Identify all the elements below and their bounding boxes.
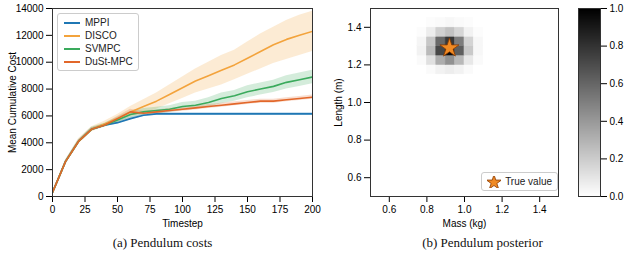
svg-text:1.0: 1.0 xyxy=(610,3,624,14)
svg-text:200: 200 xyxy=(304,204,321,215)
svg-text:Timestep: Timestep xyxy=(162,218,203,229)
svg-text:14000: 14000 xyxy=(16,3,44,14)
svg-text:1.0: 1.0 xyxy=(458,204,472,215)
svg-text:0.8: 0.8 xyxy=(610,40,624,51)
svg-text:150: 150 xyxy=(239,204,256,215)
html-text:(a) Pendulum costs: (a) Pendulum costs xyxy=(112,235,213,250)
html-text:True value: True value xyxy=(505,176,552,187)
svg-text:1.2: 1.2 xyxy=(495,204,509,215)
svg-text:125: 125 xyxy=(207,204,224,215)
svg-text:Mass (kg): Mass (kg) xyxy=(443,218,487,229)
svg-text:0.6: 0.6 xyxy=(610,78,624,89)
svg-text:4000: 4000 xyxy=(21,137,44,148)
html-text:SVMPC: SVMPC xyxy=(85,43,121,54)
svg-text:6000: 6000 xyxy=(21,110,44,121)
svg-text:0: 0 xyxy=(50,204,56,215)
html-text:MPPI: MPPI xyxy=(85,17,110,28)
svg-text:10000: 10000 xyxy=(16,56,44,67)
svg-text:12000: 12000 xyxy=(16,30,44,41)
svg-text:75: 75 xyxy=(144,204,156,215)
svg-text:175: 175 xyxy=(272,204,289,215)
svg-text:0.2: 0.2 xyxy=(610,153,624,164)
svg-text:0.6: 0.6 xyxy=(382,204,396,215)
svg-text:0.4: 0.4 xyxy=(610,116,624,127)
html-text:DISCO: DISCO xyxy=(85,30,117,41)
svg-text:0.8: 0.8 xyxy=(348,134,362,145)
svg-text:0.8: 0.8 xyxy=(420,204,434,215)
svg-text:100: 100 xyxy=(174,204,191,215)
svg-text:25: 25 xyxy=(79,204,91,215)
svg-text:0.6: 0.6 xyxy=(348,172,362,183)
svg-text:Length (m): Length (m) xyxy=(333,78,344,126)
svg-text:8000: 8000 xyxy=(21,83,44,94)
svg-text:Mean Cumulative Cost: Mean Cumulative Cost xyxy=(7,52,18,153)
svg-text:0.0: 0.0 xyxy=(610,191,624,202)
html-text:DuSt-MPC: DuSt-MPC xyxy=(85,56,133,67)
svg-text:0: 0 xyxy=(38,191,44,202)
svg-text:1.2: 1.2 xyxy=(348,59,362,70)
svg-text:1.4: 1.4 xyxy=(533,204,547,215)
svg-text:1.4: 1.4 xyxy=(348,22,362,33)
svg-text:50: 50 xyxy=(112,204,124,215)
svg-text:1.0: 1.0 xyxy=(348,97,362,108)
html-text:(b) Pendulum posterior: (b) Pendulum posterior xyxy=(422,235,543,250)
svg-text:2000: 2000 xyxy=(21,164,44,175)
